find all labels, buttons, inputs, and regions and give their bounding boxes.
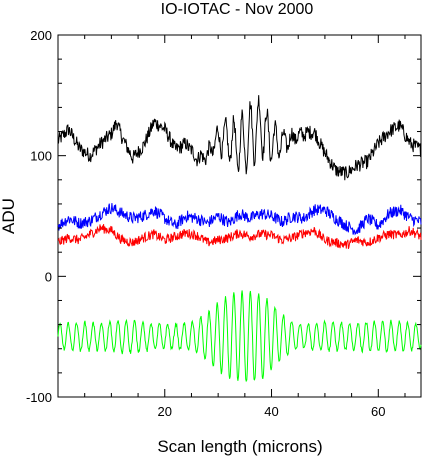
y-axis-title: ADU (0, 198, 18, 234)
y-tick-label: 0 (45, 269, 52, 284)
y-tick-label: 200 (30, 28, 52, 43)
series-line-2 (57, 224, 422, 249)
y-tick-label: 100 (30, 149, 52, 164)
x-axis-title: Scan length (microns) (157, 437, 322, 456)
chart-title: IO-IOTAC - Nov 2000 (161, 1, 314, 18)
y-tick-label: -100 (26, 390, 52, 405)
x-tick-label: 40 (264, 404, 278, 419)
x-tick-label: 60 (371, 404, 385, 419)
plot-frame (57, 34, 422, 398)
series-line-1 (57, 203, 422, 236)
series-layer (57, 95, 422, 383)
series-line-3 (57, 290, 422, 383)
tick-layer: -100 0 100 200 20 40 60 (26, 28, 421, 419)
series-line-0 (57, 95, 422, 181)
x-tick-label: 20 (158, 404, 172, 419)
